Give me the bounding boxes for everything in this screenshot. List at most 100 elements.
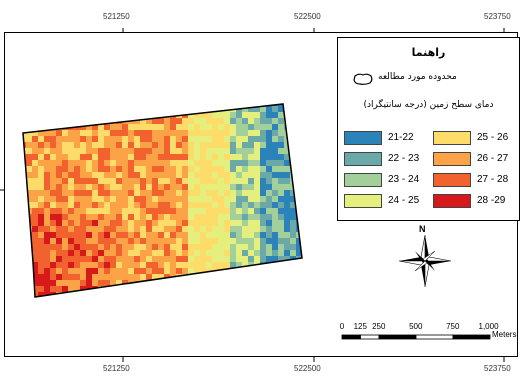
raster-cell — [224, 232, 230, 238]
raster-cell — [122, 124, 128, 130]
raster-cell — [50, 104, 56, 106]
raster-cell — [116, 196, 122, 202]
raster-cell — [170, 172, 176, 178]
raster-cell — [230, 274, 236, 280]
raster-cell — [122, 256, 128, 262]
raster-cell — [182, 104, 188, 106]
raster-cell — [50, 148, 56, 154]
raster-cell — [80, 142, 86, 148]
raster-cell — [68, 184, 74, 190]
raster-cell — [278, 160, 284, 166]
raster-cell — [188, 208, 194, 214]
raster-cell — [38, 202, 44, 208]
raster-cell — [206, 118, 212, 124]
raster-cell — [206, 250, 212, 256]
raster-cell — [134, 232, 140, 238]
raster-cell — [122, 226, 128, 232]
raster-cell — [170, 106, 176, 112]
raster-cell — [23, 196, 26, 202]
raster-cell — [170, 160, 176, 166]
raster-cell — [254, 160, 260, 166]
raster-cell — [236, 262, 242, 268]
raster-cell — [266, 286, 272, 292]
raster-cell — [170, 196, 176, 202]
raster-cell — [56, 226, 62, 232]
raster-cell — [296, 160, 302, 166]
raster-cell — [170, 124, 176, 130]
raster-cell — [230, 202, 236, 208]
raster-cell — [56, 104, 62, 106]
raster-cell — [170, 238, 176, 244]
raster-cell — [140, 232, 146, 238]
raster-cell — [272, 226, 278, 232]
raster-cell — [272, 136, 278, 142]
raster-cell — [266, 106, 272, 112]
raster-cell — [122, 130, 128, 136]
raster-cell — [182, 148, 188, 154]
raster-cell — [278, 166, 284, 172]
raster-cell — [38, 214, 44, 220]
raster-cell — [242, 208, 248, 214]
raster-cell — [122, 112, 128, 118]
raster-cell — [146, 244, 152, 250]
raster-cell — [38, 286, 44, 292]
raster-cell — [266, 166, 272, 172]
raster-cell — [224, 196, 230, 202]
raster-cell — [134, 298, 140, 304]
raster-cell — [182, 298, 188, 304]
raster-cell — [296, 286, 302, 292]
raster-cell — [230, 142, 236, 148]
raster-cell — [290, 268, 296, 274]
raster-cell — [206, 280, 212, 286]
raster-cell — [140, 106, 146, 112]
raster-cell — [224, 166, 230, 172]
raster-cell — [296, 118, 302, 124]
raster-cell — [62, 148, 68, 154]
raster-cell — [32, 142, 38, 148]
raster-cell — [164, 214, 170, 220]
raster-cell — [266, 154, 272, 160]
raster-cell — [248, 190, 254, 196]
raster-cell — [218, 262, 224, 268]
raster-cell — [158, 178, 164, 184]
raster-cell — [23, 244, 26, 250]
raster-cell — [272, 286, 278, 292]
raster-cell — [206, 124, 212, 130]
raster-cell — [224, 160, 230, 166]
raster-cell — [254, 130, 260, 136]
raster-cell — [206, 226, 212, 232]
raster-cell — [92, 220, 98, 226]
raster-cell — [176, 196, 182, 202]
raster-cell — [128, 286, 134, 292]
raster-cell — [164, 136, 170, 142]
raster-cell — [302, 220, 308, 226]
raster-cell — [194, 106, 200, 112]
raster-cell — [32, 124, 38, 130]
raster-cell — [218, 250, 224, 256]
raster-cell — [80, 268, 86, 274]
raster-cell — [158, 136, 164, 142]
raster-cell — [260, 286, 266, 292]
raster-cell — [176, 292, 182, 297]
raster-cell — [146, 112, 152, 118]
raster-cell — [80, 292, 86, 297]
raster-cell — [140, 244, 146, 250]
raster-cell — [200, 232, 206, 238]
raster-cell — [98, 196, 104, 202]
raster-cell — [200, 298, 206, 304]
raster-cell — [176, 244, 182, 250]
raster-cell — [212, 196, 218, 202]
raster-cell — [278, 214, 284, 220]
raster-cell — [188, 118, 194, 124]
raster-cell — [128, 232, 134, 238]
raster-cell — [158, 208, 164, 214]
raster-cell — [212, 220, 218, 226]
raster-cell — [92, 178, 98, 184]
raster-cell — [38, 244, 44, 250]
raster-cell — [128, 220, 134, 226]
raster-cell — [158, 106, 164, 112]
raster-cell — [50, 226, 56, 232]
raster-cell — [170, 178, 176, 184]
raster-cell — [290, 104, 296, 106]
raster-cell — [32, 106, 38, 112]
